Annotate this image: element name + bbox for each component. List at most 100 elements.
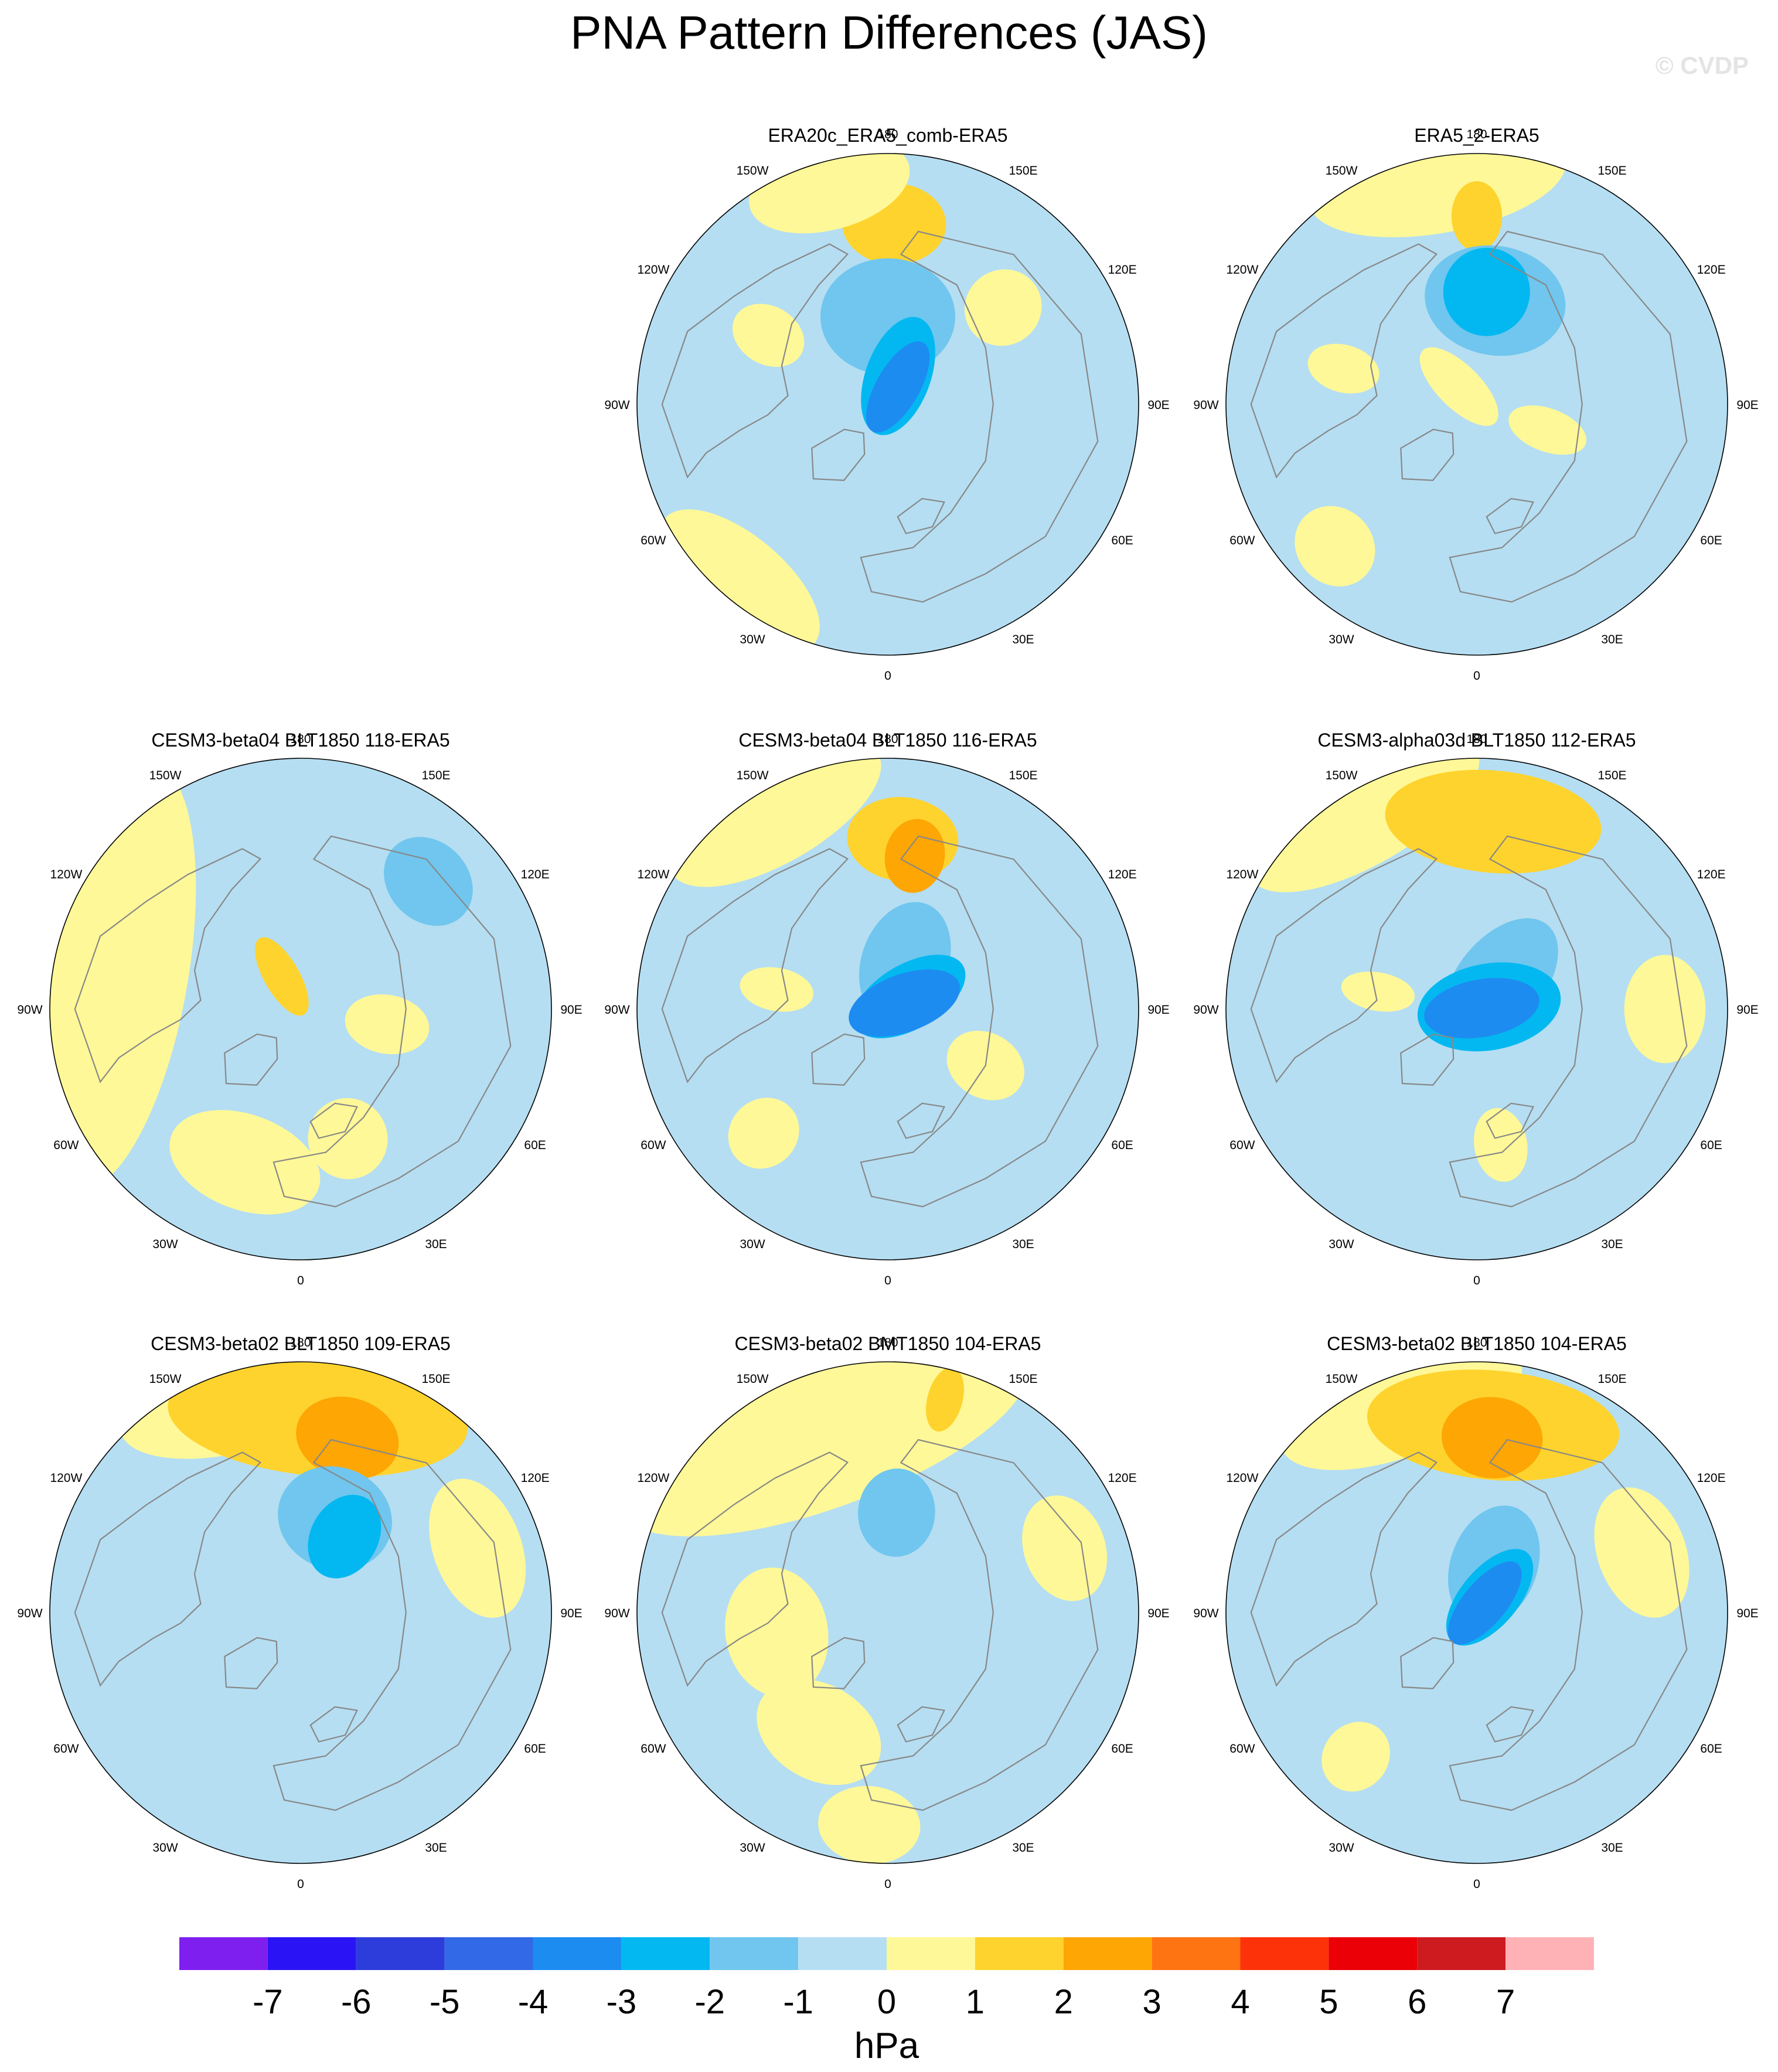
coastline [811, 1033, 866, 1086]
colorbar-swatch [1417, 1937, 1506, 1970]
longitude-label: 90W [1193, 1003, 1218, 1017]
coastline [1486, 1706, 1534, 1743]
coastline [1449, 230, 1688, 603]
colorbar-tick-label: -1 [783, 1983, 813, 2021]
longitude-label: 90W [604, 1003, 629, 1017]
longitude-label: 120E [1108, 1471, 1137, 1485]
contour-fill [308, 1494, 382, 1579]
longitude-label: 60E [1111, 1742, 1133, 1756]
colorbar-swatch [533, 1937, 622, 1970]
longitude-label: 150E [1598, 769, 1626, 782]
longitude-label: 150E [1009, 769, 1037, 782]
contour-fill [1441, 1397, 1543, 1479]
contour-fill [818, 1785, 921, 1863]
colorbar-tick-label: 5 [1319, 1983, 1338, 2021]
contour-fill [1447, 1561, 1522, 1645]
longitude-label: 30W [1329, 633, 1354, 646]
colorbar-swatch [444, 1937, 533, 1970]
colorbar-tick-label: -6 [341, 1983, 372, 2021]
contour-fill [296, 1396, 399, 1480]
colorbar-tick-label: -7 [253, 1983, 283, 2021]
longitude-label: 90W [17, 1607, 42, 1620]
longitude-label: 180 [877, 1336, 898, 1349]
longitude-label: 30E [1012, 1841, 1034, 1855]
coastline [1449, 1439, 1688, 1811]
longitude-label: 30W [1329, 1238, 1354, 1251]
longitude-label: 150W [1326, 769, 1358, 782]
longitude-label: 120W [637, 1471, 669, 1485]
longitude-label: 150W [737, 769, 769, 782]
panel-title: CESM3-alpha03d BLT1850 112-ERA5 [1317, 730, 1636, 751]
panel-title: ERA5_2-ERA5 [1414, 125, 1539, 146]
longitude-label: 150W [149, 1372, 182, 1386]
colorbar: -7 -6 -5 -4 -3 -2 -1 0 1 2 3 4 5 6 7 hPa [179, 1937, 1594, 2066]
map-boundary [1225, 1361, 1728, 1864]
coastline [1250, 1451, 1438, 1687]
watermark: © CVDP [1655, 52, 1749, 79]
longitude-label: 90E [1147, 1003, 1169, 1017]
longitude-label: 30W [740, 1238, 765, 1251]
colorbar-tick-label: 7 [1496, 1983, 1515, 2021]
longitude-label: 30W [152, 1238, 178, 1251]
longitude-label: 60W [1229, 1139, 1255, 1152]
coastline [811, 428, 866, 481]
longitude-label: 30E [1601, 633, 1623, 646]
contour-fill [1424, 977, 1539, 1039]
colorbar-tick-label: -5 [430, 1983, 460, 2021]
colorbar-swatch [1329, 1937, 1418, 1970]
contour-fill [1624, 955, 1706, 1064]
coastline [661, 243, 849, 479]
longitude-label: 30E [1601, 1841, 1623, 1855]
colorbar-tick-label: -4 [518, 1983, 549, 2021]
longitude-label: 30E [1012, 1238, 1034, 1251]
longitude-label: 120E [1108, 868, 1137, 881]
contour-fill [659, 509, 820, 653]
longitude-label: 0 [297, 1877, 304, 1891]
longitude-label: 0 [1473, 669, 1480, 683]
longitude-label: 30W [1329, 1841, 1354, 1855]
longitude-label: 120W [1226, 1471, 1258, 1485]
longitude-label: 90E [1147, 1607, 1169, 1620]
colorbar-tick-label: 4 [1231, 1983, 1249, 2021]
longitude-label: 150E [421, 769, 450, 782]
longitude-label: 150W [1326, 164, 1358, 178]
longitude-label: 30E [425, 1238, 447, 1251]
coastline [897, 1706, 945, 1743]
colorbar-tick-label: 6 [1408, 1983, 1426, 2021]
longitude-label: 30E [1601, 1238, 1623, 1251]
panel-title: ERA20c_ERA5_comb-ERA5 [768, 125, 1007, 146]
colorbar-unit: hPa [854, 2026, 919, 2066]
coastline [1400, 1637, 1455, 1689]
longitude-label: 30E [1012, 633, 1034, 646]
longitude-label: 150E [1009, 1372, 1037, 1386]
longitude-label: 150E [1598, 164, 1626, 178]
panel-title: CESM3-beta02 BLT1850 109-ERA5 [151, 1333, 451, 1354]
colorbar-tick-label: 2 [1054, 1983, 1073, 2021]
longitude-label: 180 [290, 732, 311, 746]
longitude-label: 120E [521, 1471, 550, 1485]
colorbar-swatch [887, 1937, 975, 1970]
contour-fill [169, 1110, 321, 1215]
colorbar-swatch [1063, 1937, 1152, 1970]
longitude-label: 180 [877, 128, 898, 141]
coastline [309, 1706, 358, 1743]
longitude-label: 0 [884, 1274, 891, 1287]
colorbar-swatch [1152, 1937, 1241, 1970]
coastline [1250, 848, 1438, 1083]
colorbar-swatch [621, 1937, 710, 1970]
longitude-label: 30E [425, 1841, 447, 1855]
longitude-label: 180 [1466, 128, 1487, 141]
colorbar-swatch [1505, 1937, 1594, 1970]
longitude-label: 90E [1736, 398, 1758, 412]
longitude-label: 0 [884, 1877, 891, 1891]
longitude-label: 60W [641, 534, 666, 547]
coastline [860, 835, 1099, 1208]
coastline [1449, 835, 1688, 1208]
map-boundary [1225, 758, 1728, 1260]
coastline [1486, 1102, 1534, 1139]
colorbar-swatch [710, 1937, 799, 1970]
map-boundary [636, 153, 1139, 656]
